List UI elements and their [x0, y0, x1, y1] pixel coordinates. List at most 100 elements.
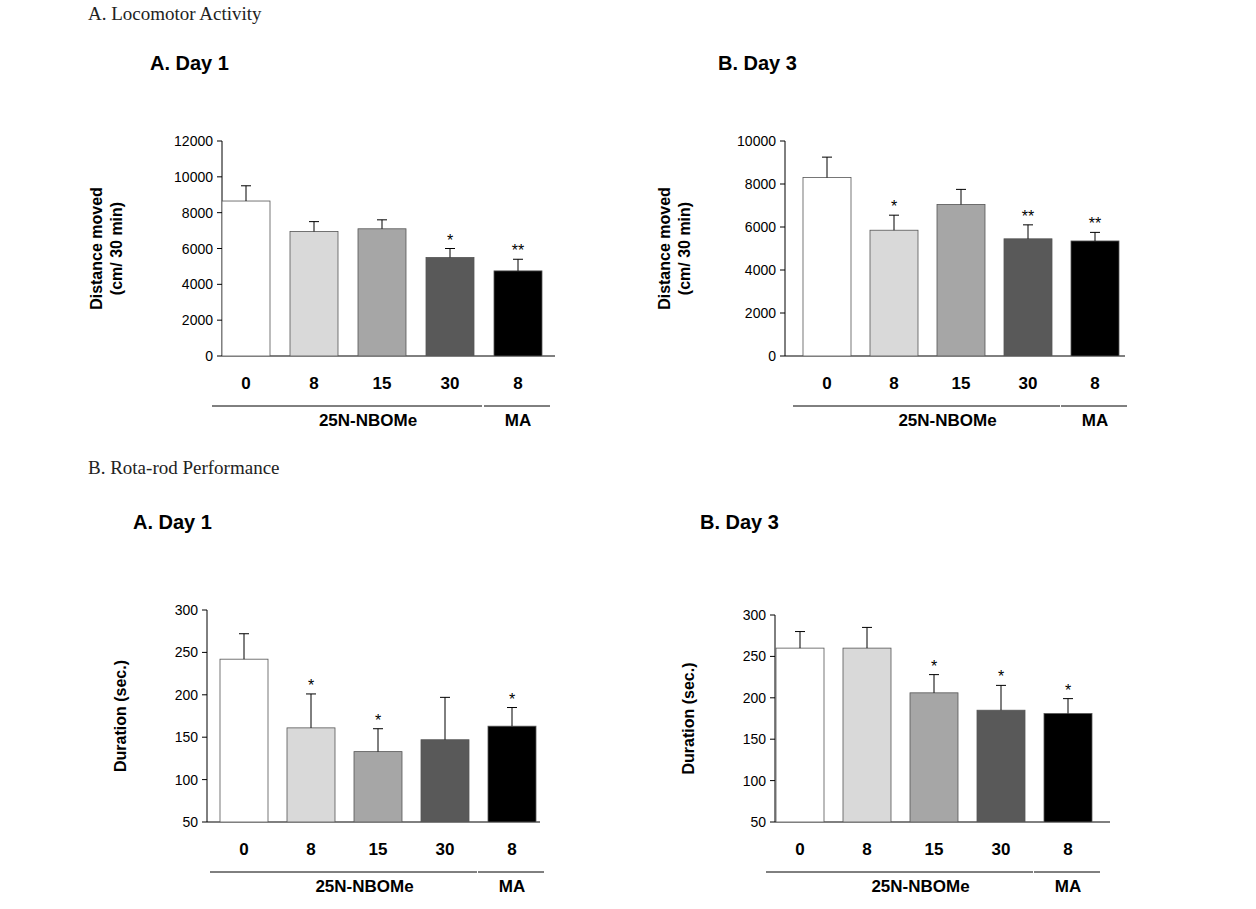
group-line — [212, 406, 482, 407]
x-tick-label: 15 — [952, 374, 971, 393]
error-bar — [309, 222, 319, 232]
y-tick — [780, 227, 785, 228]
error-line — [244, 634, 245, 659]
error-line — [894, 215, 895, 230]
error-line — [867, 627, 868, 648]
figure: A. Locomotor Activity B. Rota-rod Perform… — [0, 0, 1256, 909]
chart-title: A. Day 1 — [150, 52, 229, 74]
y-axis — [775, 615, 776, 822]
group-line — [766, 872, 1033, 873]
chart: A. Day 1Distance moved(cm/ 30 min)020004… — [88, 52, 555, 430]
error-bar — [306, 694, 316, 728]
y-tick — [780, 141, 785, 142]
error-line — [512, 708, 513, 727]
x-tick-label: 8 — [862, 840, 871, 859]
error-line — [961, 189, 962, 204]
error-line — [934, 675, 935, 693]
section-heading: B. Rota-rod Performance — [88, 457, 280, 478]
y-tick-label: 100 — [743, 773, 767, 789]
y-tick — [217, 212, 222, 213]
significance-mark: * — [1065, 682, 1071, 699]
group-label: 25N-NBOMe — [898, 411, 996, 430]
y-tick — [202, 652, 207, 653]
x-tick-label: 8 — [1063, 840, 1072, 859]
bar — [910, 693, 958, 822]
y-tick — [217, 248, 222, 249]
significance-mark: * — [931, 658, 937, 675]
x-tick-label: 8 — [1090, 374, 1099, 393]
error-bar — [241, 186, 251, 201]
error-bar — [507, 708, 517, 727]
chart-title: B. Day 3 — [700, 511, 779, 533]
y-tick — [202, 822, 207, 823]
error-bar — [445, 249, 455, 258]
x-tick-label: 15 — [369, 840, 388, 859]
y-tick-label: 250 — [743, 648, 767, 664]
error-cap — [309, 221, 319, 222]
error-line — [450, 249, 451, 258]
error-bar — [996, 685, 1006, 710]
y-tick — [770, 739, 775, 740]
y-tick — [770, 697, 775, 698]
error-cap — [956, 189, 966, 190]
chart: A. Day 1Duration (sec.)50100150200250300… — [112, 511, 544, 896]
significance-mark: * — [891, 198, 897, 215]
y-tick-label: 10000 — [737, 133, 776, 149]
x-tick-label: 30 — [441, 374, 460, 393]
error-line — [518, 259, 519, 271]
y-tick-label: 8000 — [745, 176, 776, 192]
error-line — [246, 186, 247, 201]
group-label: 25N-NBOMe — [871, 877, 969, 896]
group-line — [1034, 872, 1100, 873]
y-tick — [217, 141, 222, 142]
error-line — [800, 632, 801, 649]
x-tick-label: 30 — [436, 840, 455, 859]
bars — [803, 157, 1119, 356]
y-tick-label: 6000 — [182, 241, 213, 257]
error-bar — [513, 259, 523, 271]
error-cap — [822, 157, 832, 158]
group-label: MA — [499, 877, 525, 896]
bar — [494, 271, 542, 356]
y-axis-label: (cm/ 30 min) — [676, 202, 693, 295]
bars — [222, 186, 542, 356]
error-line — [311, 694, 312, 728]
y-tick-label: 12000 — [174, 133, 213, 149]
y-tick-label: 300 — [175, 602, 199, 618]
significance-mark: * — [308, 677, 314, 694]
error-line — [1068, 699, 1069, 714]
bar — [421, 740, 469, 822]
y-tick — [217, 356, 222, 357]
group-label: 25N-NBOMe — [315, 877, 413, 896]
x-tick-label: 15 — [925, 840, 944, 859]
x-tick-label: 0 — [795, 840, 804, 859]
y-tick-label: 2000 — [182, 312, 213, 328]
y-axis-label: (cm/ 30 min) — [108, 202, 125, 295]
bars — [776, 627, 1092, 822]
y-tick-label: 2000 — [745, 305, 776, 321]
y-tick-label: 4000 — [182, 276, 213, 292]
x-tick-label: 8 — [306, 840, 315, 859]
error-cap — [862, 627, 872, 628]
y-tick-label: 150 — [743, 731, 767, 747]
significance-mark: ** — [1022, 208, 1034, 225]
significance-mark: ** — [512, 242, 524, 259]
section-heading: A. Locomotor Activity — [88, 3, 262, 24]
bar — [354, 752, 402, 822]
group-label: 25N-NBOMe — [319, 411, 417, 430]
error-bar — [440, 697, 450, 739]
error-bar — [822, 157, 832, 177]
error-bar — [956, 189, 966, 204]
bar — [287, 728, 335, 822]
significance-mark: * — [509, 691, 515, 708]
bar — [1071, 241, 1119, 356]
x-tick-label: 30 — [1019, 374, 1038, 393]
group-label: MA — [505, 411, 531, 430]
y-tick — [770, 656, 775, 657]
x-tick-label: 0 — [241, 374, 250, 393]
error-bar — [862, 627, 872, 648]
bar — [488, 726, 536, 822]
y-tick — [217, 284, 222, 285]
y-tick — [217, 320, 222, 321]
error-bar — [1063, 699, 1073, 714]
